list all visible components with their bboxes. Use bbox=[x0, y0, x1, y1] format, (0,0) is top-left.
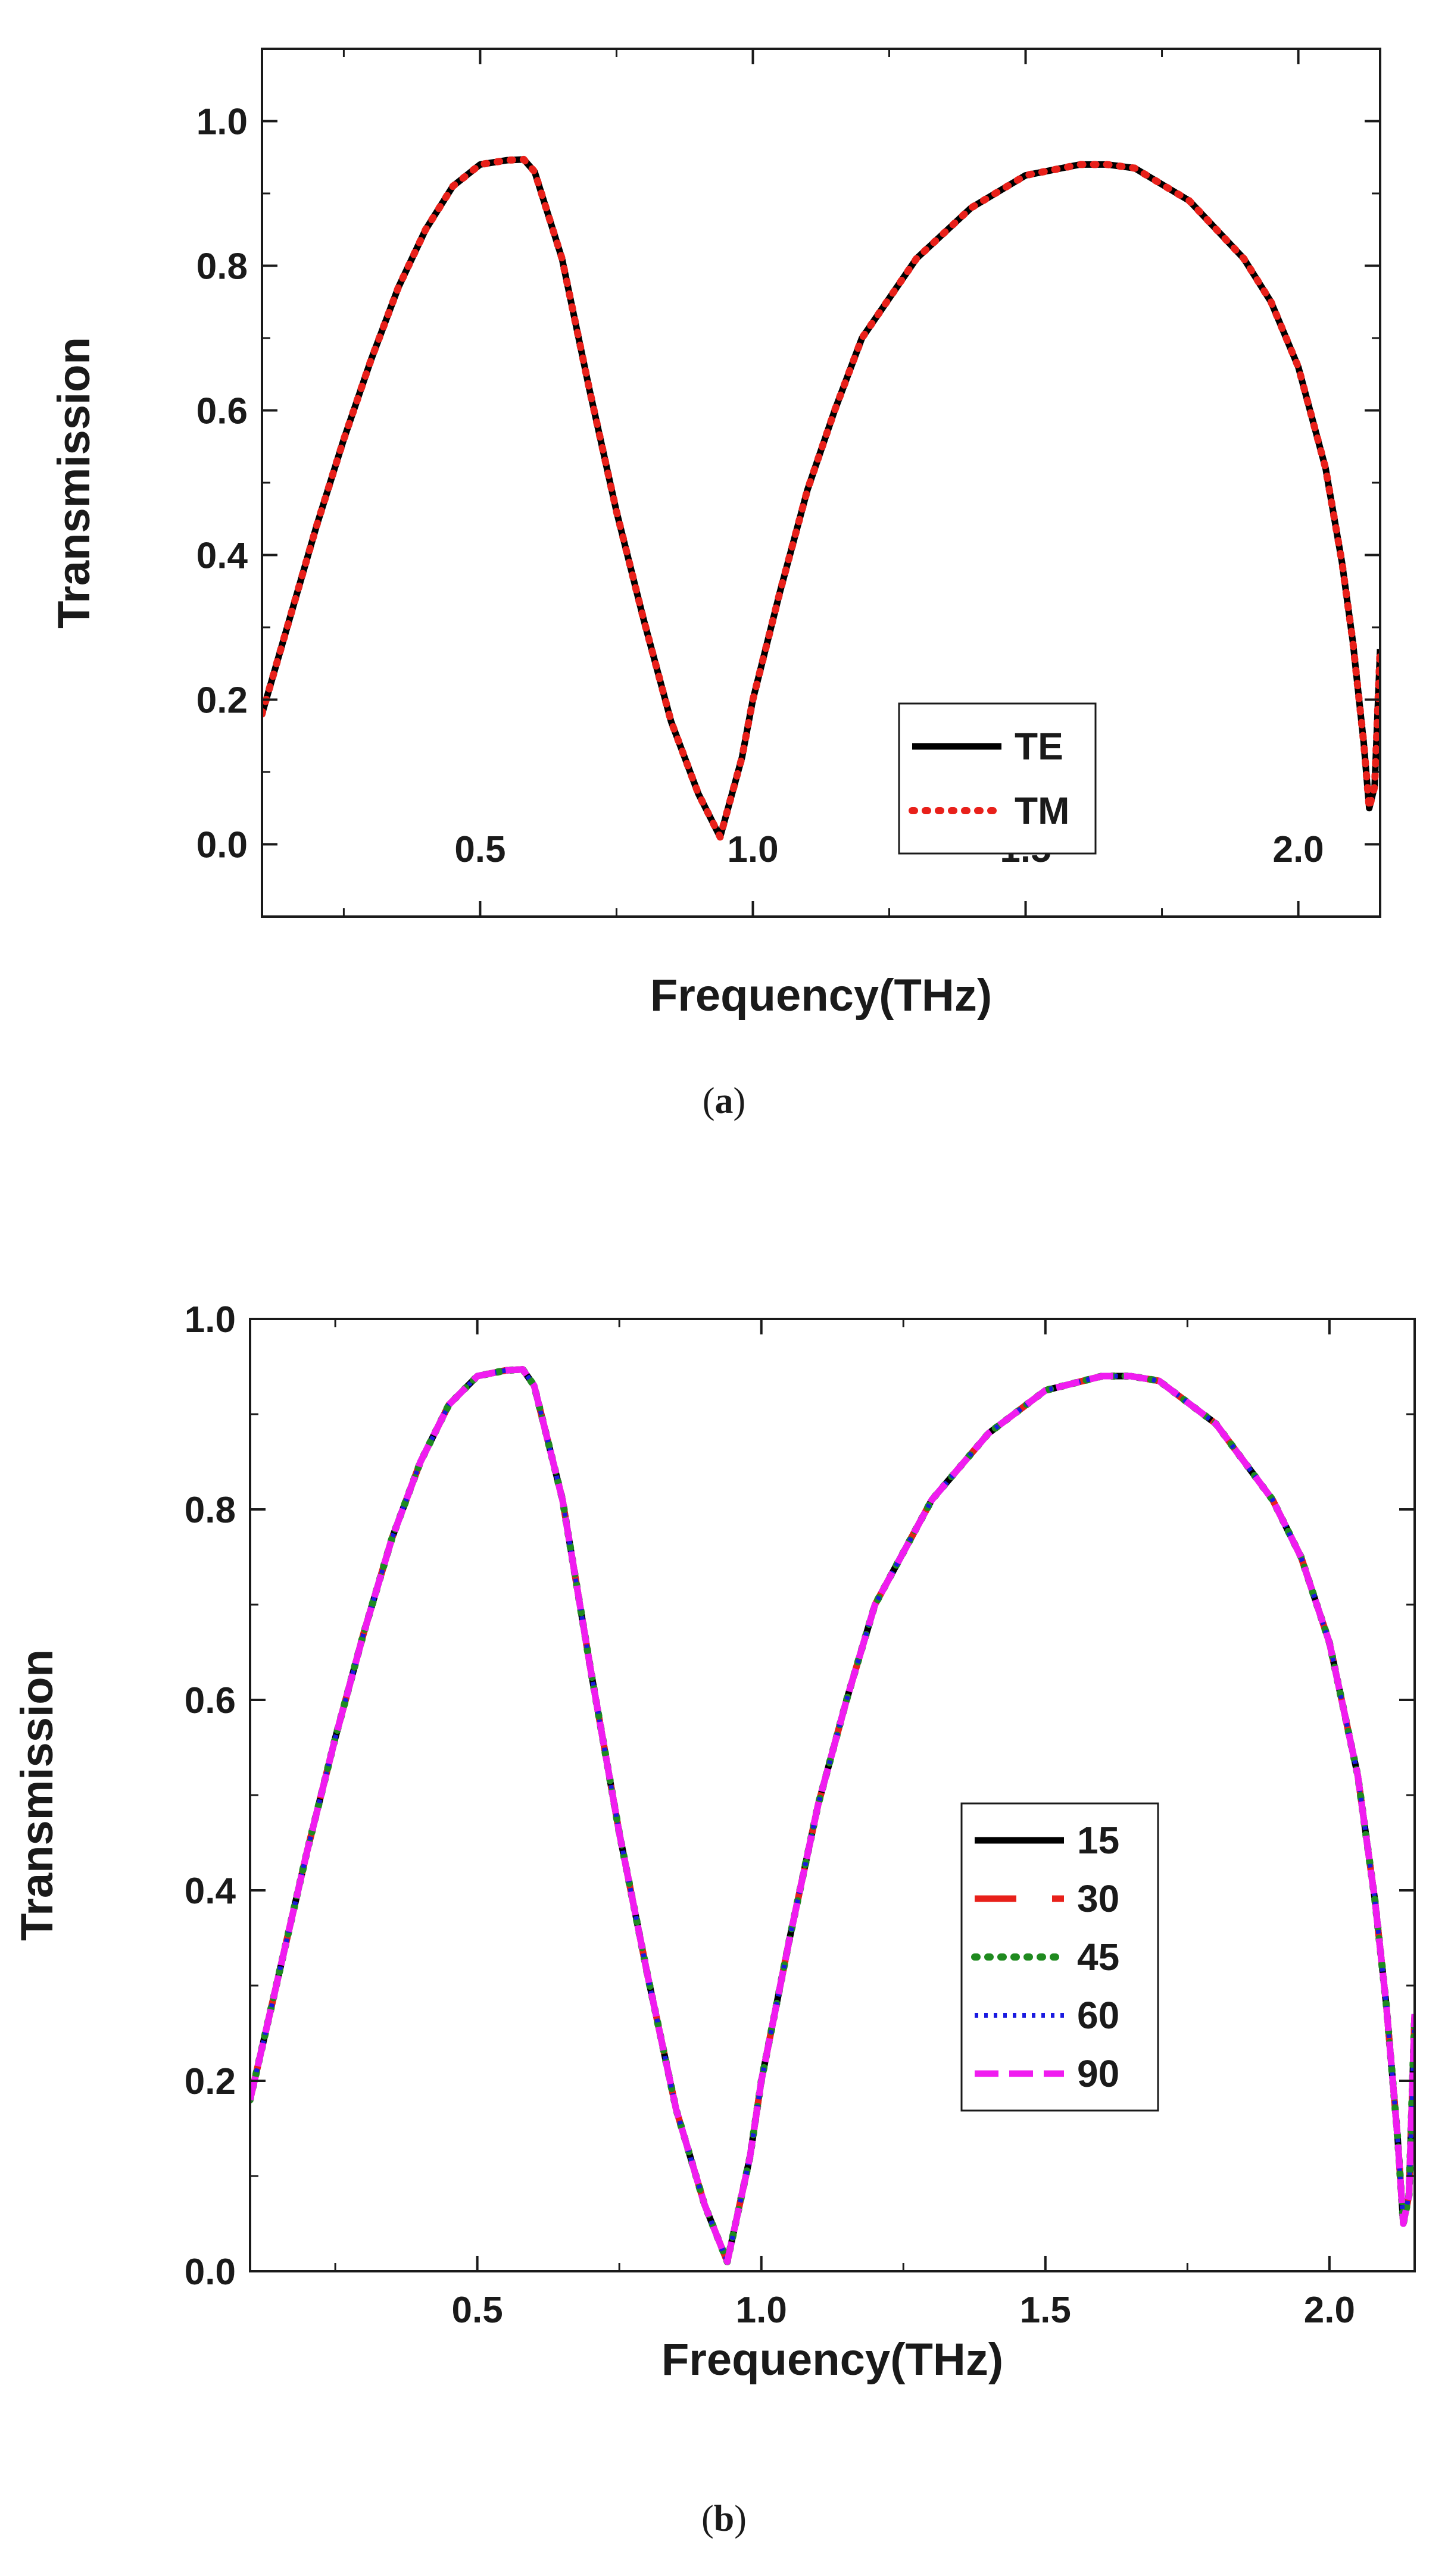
y-axis-title: Transmission bbox=[12, 1649, 63, 1941]
series-line-30 bbox=[250, 1366, 1415, 2265]
x-tick-label: 0.5 bbox=[452, 2290, 503, 2331]
y-tick-label: 0.6 bbox=[196, 391, 248, 432]
x-tick-label: 0.5 bbox=[454, 829, 505, 870]
y-axis-title: Transmission bbox=[49, 337, 99, 629]
chart-panel-a: 0.51.01.52.00.00.20.40.60.81.0Frequency(… bbox=[49, 48, 1381, 1121]
series-line-45 bbox=[250, 1365, 1415, 2265]
series-line-60 bbox=[250, 1367, 1415, 2264]
y-tick-label: 0.6 bbox=[185, 1680, 236, 1721]
legend-box bbox=[960, 1802, 1159, 2112]
y-tick-label: 0.8 bbox=[185, 1490, 236, 1531]
panel-caption: (a) bbox=[703, 1081, 745, 1121]
x-tick-label: 2.0 bbox=[1272, 829, 1324, 870]
y-tick-label: 0.4 bbox=[196, 536, 248, 577]
legend-label-45: 45 bbox=[1077, 1936, 1119, 1978]
x-tick-label: 1.0 bbox=[727, 829, 778, 870]
caption-letter: b bbox=[714, 2499, 734, 2539]
y-tick-label: 1.0 bbox=[185, 1299, 236, 1340]
legend-box bbox=[898, 702, 1097, 855]
y-tick-label: 0.0 bbox=[196, 825, 248, 866]
plot-frame bbox=[261, 48, 1381, 918]
chart-panel-b: 0.5 1.0 1.5 2.00.00.20.40.60.81.0Frequency(… bbox=[12, 1299, 1416, 2539]
x-tick-label: 1.0 bbox=[736, 2290, 787, 2331]
legend-label-TE: TE bbox=[1015, 725, 1063, 768]
y-tick-label: 0.2 bbox=[196, 680, 248, 721]
series-line-TM bbox=[262, 155, 1380, 841]
y-tick-label: 0.8 bbox=[196, 246, 248, 287]
y-tick-label: 0.4 bbox=[185, 1871, 236, 1912]
legend-label-60: 60 bbox=[1077, 1994, 1119, 2037]
x-axis-title: Frequency(THz) bbox=[650, 970, 992, 1021]
legend: 15 30 45 60 90 bbox=[960, 1802, 1159, 2112]
plot-frame bbox=[249, 1318, 1416, 2272]
legend: TE TM bbox=[898, 702, 1097, 855]
series-line-90 bbox=[250, 1366, 1415, 2265]
series-group bbox=[250, 1365, 1415, 2265]
x-axis-title: Frequency(THz) bbox=[661, 2334, 1003, 2385]
x-tick-label: 1.5 bbox=[1020, 2290, 1071, 2331]
series-group bbox=[262, 155, 1380, 841]
caption-open: ( bbox=[703, 1081, 715, 1121]
caption-close: ) bbox=[734, 1081, 746, 1121]
x-tick-label: 2.0 bbox=[1304, 2290, 1355, 2331]
y-tick-label: 0.0 bbox=[185, 2252, 236, 2293]
legend-label-30: 30 bbox=[1077, 1877, 1119, 1920]
y-tick-label: 0.2 bbox=[185, 2061, 236, 2102]
y-tick-label: 1.0 bbox=[196, 102, 248, 143]
caption-letter: a bbox=[715, 1081, 734, 1121]
legend-label-90: 90 bbox=[1077, 2052, 1119, 2095]
caption-close: ) bbox=[734, 2499, 747, 2539]
legend-label-TM: TM bbox=[1015, 789, 1069, 832]
series-line-TE bbox=[262, 156, 1380, 840]
caption-open: ( bbox=[701, 2499, 714, 2539]
series-line-15 bbox=[250, 1366, 1415, 2265]
legend-label-15: 15 bbox=[1077, 1819, 1119, 1862]
panel-caption: (b) bbox=[701, 2499, 747, 2539]
